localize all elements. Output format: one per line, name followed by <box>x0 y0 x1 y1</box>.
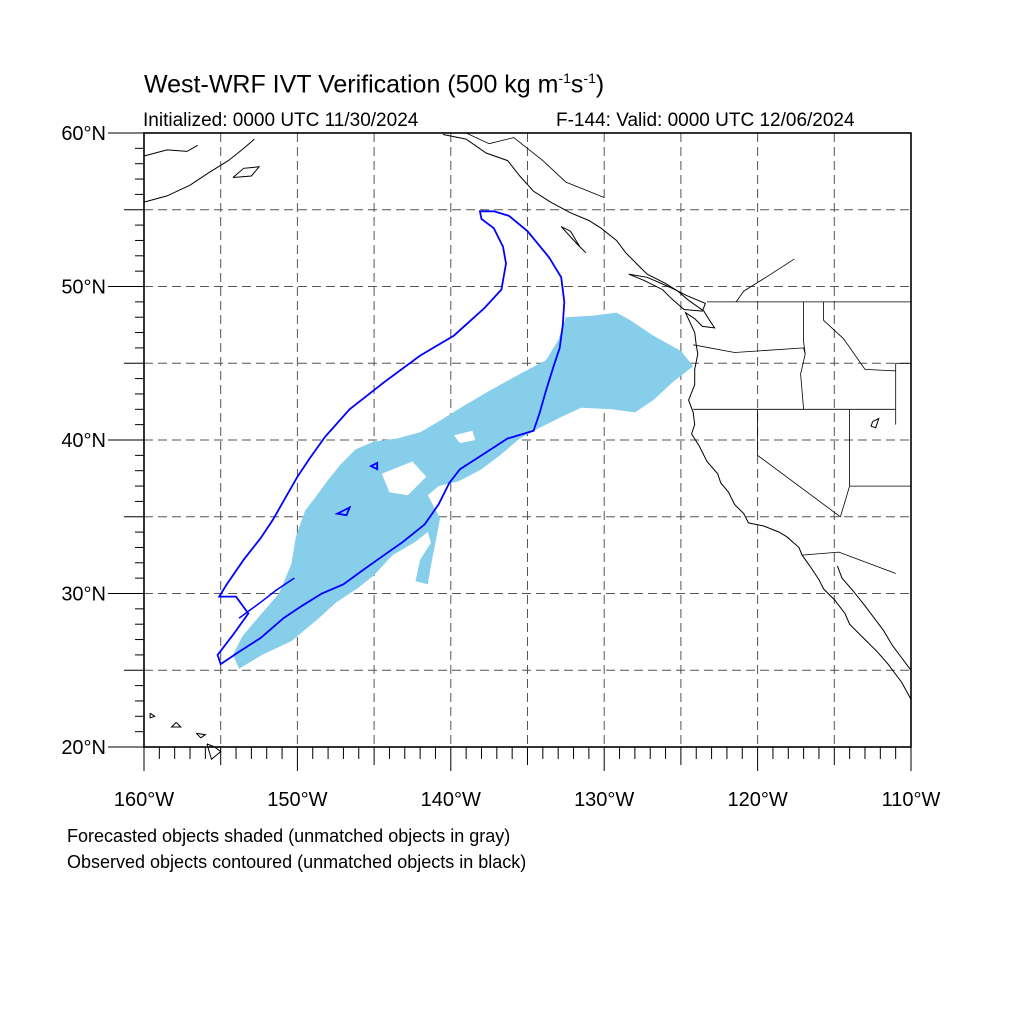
longitude-label: 140°W <box>421 789 481 811</box>
observed-objects <box>216 210 566 666</box>
coastline <box>170 722 183 728</box>
coastline <box>628 273 707 312</box>
coastline <box>560 226 587 254</box>
longitude-labels: 160°W 150°W 140°W 130°W 120°W 110°W <box>114 789 941 811</box>
longitude-label: 110°W <box>882 789 941 811</box>
longitude-label: 120°W <box>727 789 787 811</box>
coastline <box>195 732 207 739</box>
coastline <box>149 712 156 719</box>
latitude-label: 60°N <box>61 123 106 145</box>
longitude-label: 130°W <box>574 789 634 811</box>
observed-inner-contour <box>238 577 295 619</box>
political-border <box>840 409 850 517</box>
coastline <box>443 134 912 700</box>
forecast-gap <box>453 430 476 444</box>
political-border <box>757 409 841 518</box>
political-border <box>735 258 795 303</box>
legend-note-observed: Observed objects contoured (unmatched ob… <box>67 852 527 872</box>
coastline <box>143 144 198 157</box>
political-border <box>823 301 896 372</box>
coastlines-and-borders <box>143 132 912 761</box>
forecast-ivt-object <box>233 312 694 669</box>
political-border <box>802 551 896 574</box>
legend-note-forecast: Forecasted objects shaded (unmatched obj… <box>67 826 511 846</box>
coastline <box>232 166 261 178</box>
latitude-labels: 60°N 50°N 40°N 30°N 20°N <box>61 123 106 759</box>
political-border <box>693 344 806 355</box>
init-time-label: Initialized: 0000 UTC 11/30/2024 <box>143 110 419 131</box>
forecast-objects <box>233 312 694 669</box>
latitude-label: 20°N <box>61 737 106 759</box>
longitude-label: 160°W <box>114 789 174 811</box>
observed-ivt-contour <box>216 210 566 666</box>
latitude-label: 30°N <box>61 584 106 606</box>
latitude-label: 50°N <box>61 277 106 299</box>
forecast-gap <box>381 461 427 496</box>
valid-time-label: F-144: Valid: 0000 UTC 12/06/2024 <box>556 110 855 131</box>
lat-lon-grid <box>144 133 911 747</box>
coastline <box>143 138 255 203</box>
axis-ticks <box>108 132 912 771</box>
coastline <box>870 417 880 429</box>
page-title: West-WRF IVT Verification (500 kg m-1s-1… <box>144 70 605 99</box>
latitude-label: 40°N <box>61 430 106 452</box>
political-border <box>465 132 605 198</box>
observed-small-contour <box>334 505 352 517</box>
observed-small-contour <box>368 461 379 471</box>
coastline <box>836 565 912 671</box>
political-border <box>800 301 806 410</box>
longitude-label: 150°W <box>267 789 327 811</box>
